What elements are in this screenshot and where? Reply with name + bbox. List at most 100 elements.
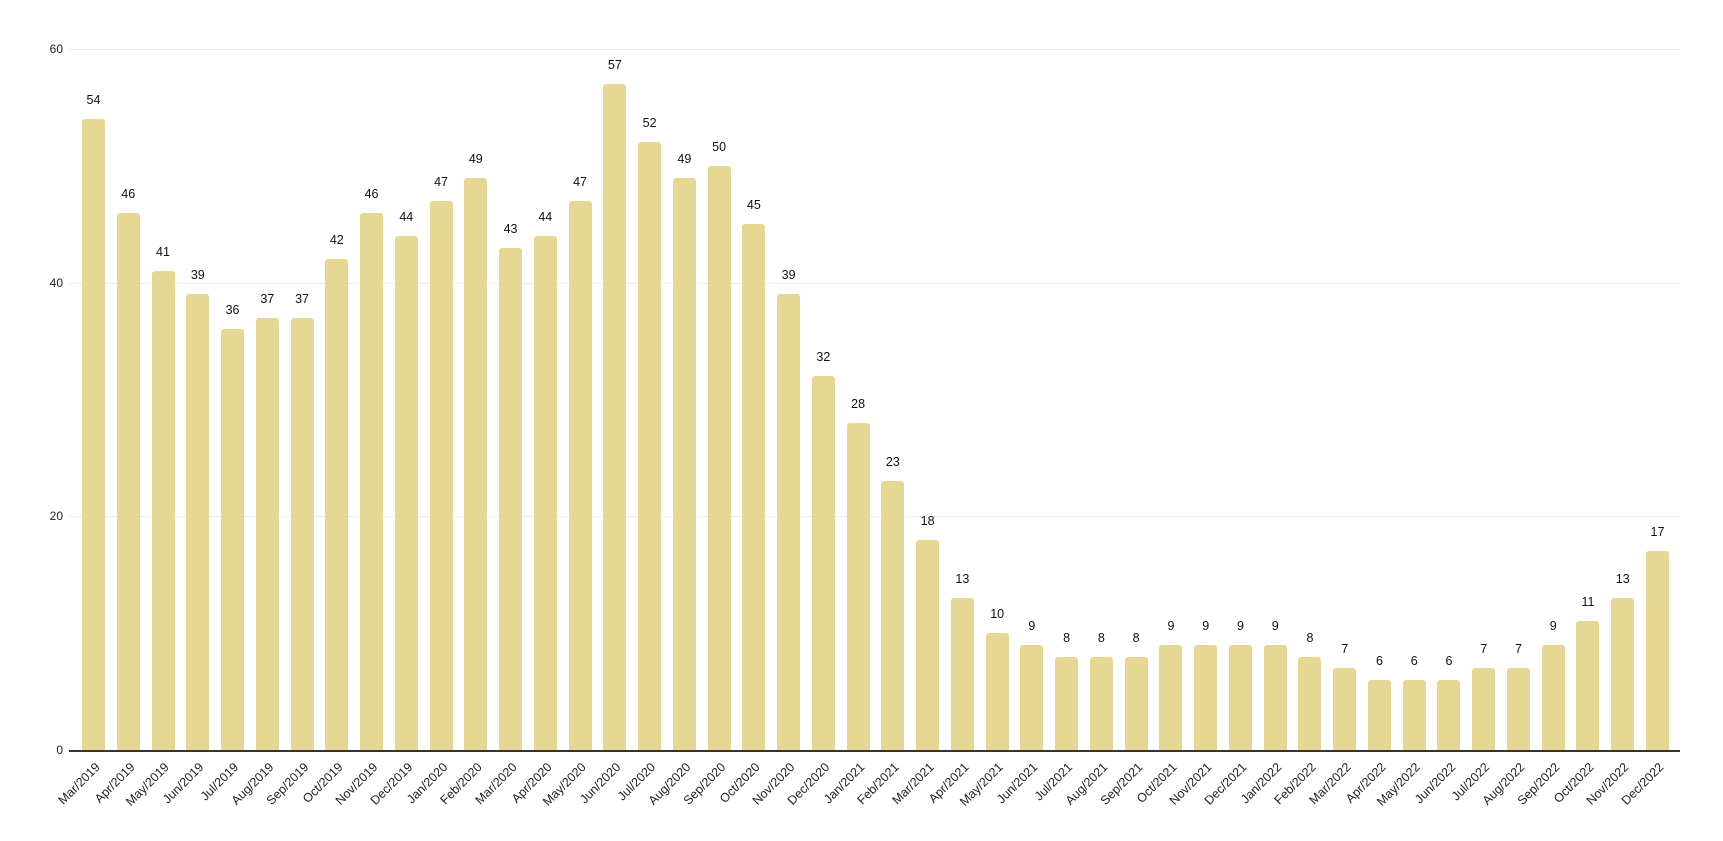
- bar-value-label: 44: [538, 209, 553, 224]
- bar[interactable]: [1228, 644, 1252, 750]
- y-tick-label: 60: [49, 42, 63, 56]
- bar-value-label: 13: [1615, 572, 1630, 587]
- bar[interactable]: [360, 212, 384, 750]
- bar[interactable]: [255, 317, 279, 750]
- y-tick-label: 40: [49, 276, 63, 290]
- bar[interactable]: [603, 84, 627, 750]
- bar[interactable]: [916, 539, 940, 750]
- bar-value-label: 39: [781, 268, 796, 283]
- bar[interactable]: [1089, 656, 1113, 750]
- bar-value-label: 41: [156, 244, 170, 259]
- bar-value-label: 18: [920, 513, 935, 528]
- bar[interactable]: [325, 259, 349, 750]
- bar-value-label: 6: [1445, 653, 1453, 668]
- bar-value-label: 39: [190, 268, 205, 283]
- bar[interactable]: [116, 212, 140, 750]
- bar-value-label: 28: [851, 396, 866, 411]
- bar[interactable]: [777, 294, 801, 750]
- gridline-60: [69, 49, 1680, 50]
- bar-value-label: 46: [121, 186, 136, 201]
- bar-value-label: 6: [1375, 653, 1383, 668]
- bar-value-label: 54: [86, 93, 101, 108]
- bar[interactable]: [1333, 668, 1357, 750]
- bar[interactable]: [221, 329, 245, 750]
- bar-value-label: 8: [1063, 630, 1071, 645]
- bar[interactable]: [985, 633, 1009, 750]
- bar[interactable]: [186, 294, 210, 750]
- bar[interactable]: [533, 235, 557, 750]
- bar-value-label: 7: [1514, 642, 1522, 657]
- bar[interactable]: [1576, 621, 1600, 750]
- bar[interactable]: [638, 142, 662, 750]
- bar[interactable]: [1020, 644, 1044, 750]
- bar[interactable]: [290, 317, 314, 750]
- bar[interactable]: [1646, 551, 1669, 750]
- gridline-40: [69, 283, 1680, 284]
- bar[interactable]: [672, 177, 696, 750]
- bar[interactable]: [707, 165, 731, 750]
- bar[interactable]: [1194, 644, 1218, 750]
- bar-value-label: 8: [1306, 630, 1314, 645]
- bar[interactable]: [1124, 656, 1148, 750]
- bar-value-label: 10: [990, 607, 1005, 622]
- y-tick-label: 20: [49, 509, 63, 523]
- bar[interactable]: [1298, 656, 1322, 750]
- bar[interactable]: [1159, 644, 1183, 750]
- bar-value-label: 43: [503, 221, 518, 236]
- bar[interactable]: [1055, 656, 1079, 750]
- bar[interactable]: [881, 481, 905, 750]
- bar-value-label: 57: [607, 58, 622, 73]
- bar[interactable]: [394, 235, 418, 750]
- bar-value-label: 9: [1202, 618, 1210, 633]
- bar[interactable]: [846, 422, 870, 750]
- bar-value-label: 8: [1132, 630, 1140, 645]
- bar[interactable]: [1506, 668, 1530, 750]
- bar-value-label: 9: [1236, 618, 1244, 633]
- bar-value-label: 7: [1480, 642, 1488, 657]
- bar-value-label: 42: [329, 233, 344, 248]
- bar-value-label: 37: [295, 291, 309, 306]
- bar-value-label: 47: [434, 174, 448, 189]
- bar-value-label: 47: [573, 174, 588, 189]
- bar-value-label: 44: [399, 209, 414, 224]
- bar[interactable]: [1472, 668, 1496, 750]
- bar-value-label: 37: [260, 291, 275, 306]
- bar-value-label: 9: [1549, 618, 1557, 633]
- bar-value-label: 6: [1410, 653, 1418, 668]
- gridline-20: [69, 516, 1680, 517]
- bar[interactable]: [1402, 679, 1426, 750]
- bar[interactable]: [1367, 679, 1391, 750]
- bar[interactable]: [742, 224, 766, 750]
- bar[interactable]: [1611, 598, 1635, 750]
- bar-value-label: 23: [885, 455, 900, 470]
- bar-value-label: 17: [1650, 525, 1665, 540]
- bar-value-label: 32: [816, 350, 831, 365]
- bar-value-label: 9: [1271, 618, 1279, 633]
- x-axis-line: [69, 750, 1680, 752]
- bar-value-label: 49: [468, 151, 483, 166]
- bar[interactable]: [82, 119, 105, 750]
- bar-value-label: 7: [1341, 642, 1349, 657]
- bar-value-label: 13: [955, 572, 970, 587]
- bar-value-label: 52: [642, 116, 657, 131]
- bar-value-label: 50: [712, 139, 727, 154]
- bar[interactable]: [568, 200, 592, 750]
- bar[interactable]: [464, 177, 488, 750]
- bar[interactable]: [1437, 679, 1461, 750]
- bar-value-label: 9: [1028, 618, 1036, 633]
- bar[interactable]: [1263, 644, 1287, 750]
- y-tick-label: 0: [56, 743, 63, 757]
- bar-value-label: 8: [1097, 630, 1105, 645]
- bar-value-label: 11: [1581, 595, 1595, 610]
- bar[interactable]: [499, 247, 523, 750]
- bar[interactable]: [950, 598, 974, 750]
- bar-value-label: 9: [1167, 618, 1175, 633]
- bar[interactable]: [811, 376, 835, 750]
- bar[interactable]: [1541, 644, 1565, 750]
- bar-value-label: 45: [746, 198, 761, 213]
- bar[interactable]: [429, 200, 453, 750]
- bar-value-label: 46: [364, 186, 379, 201]
- bar[interactable]: [151, 270, 175, 750]
- bar-value-label: 36: [225, 303, 240, 318]
